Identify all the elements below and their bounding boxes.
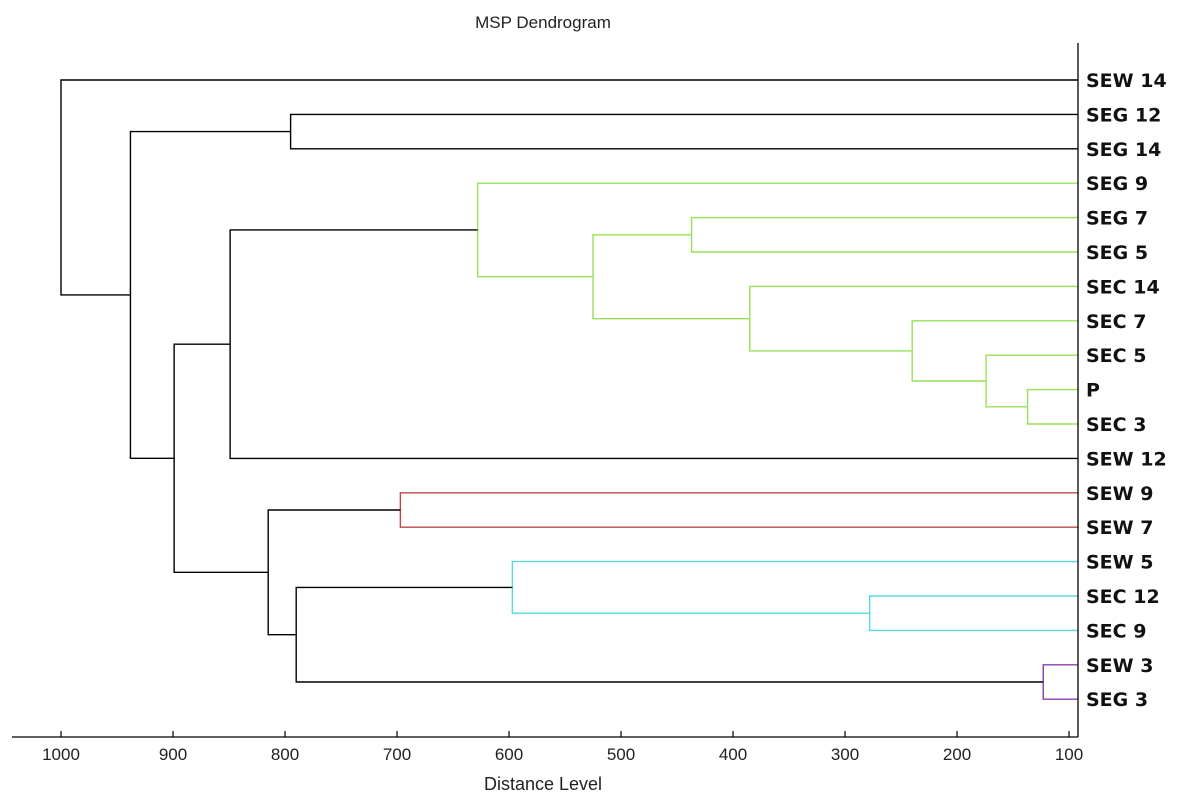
leaf-label-sew-3: SEW 3 xyxy=(1086,655,1153,677)
x-tick-label-300: 300 xyxy=(831,745,859,764)
x-tick-label-1000: 1000 xyxy=(42,745,80,764)
leaf-label-seg-9: SEG 9 xyxy=(1086,173,1148,195)
leaf-label-sew-5: SEW 5 xyxy=(1086,552,1153,574)
dendrogram-link-n5-n4 xyxy=(592,234,750,320)
x-tick-label-800: 800 xyxy=(271,745,299,764)
dendrogram-link-sew-5-n10 xyxy=(511,560,1078,614)
x-axis-ticks: 1000 900 800 700 600 500 400 300 200 100 xyxy=(42,731,1083,764)
dendrogram-link-p-sec-3 xyxy=(1026,388,1078,425)
leaf-label-sew-14: SEW 14 xyxy=(1086,70,1167,92)
leaf-label-sec-5: SEC 5 xyxy=(1086,345,1146,367)
dendrogram-links xyxy=(60,79,1078,700)
leaf-label-sec-12: SEC 12 xyxy=(1086,586,1160,608)
leaf-labels: SEW 14 SEG 12 SEG 14 SEG 9 SEG 7 SEG 5 SEC 14 S… xyxy=(1086,70,1167,711)
dendrogram-link-sec-5-n1 xyxy=(985,354,1078,408)
dendrogram-link-seg-7-seg-5 xyxy=(690,216,1078,253)
leaf-label-seg-7: SEG 7 xyxy=(1086,208,1148,230)
x-tick-label-600: 600 xyxy=(495,745,523,764)
x-axis-label: Distance Level xyxy=(484,774,602,794)
dendrogram-link-sec-14-n3 xyxy=(749,285,1078,352)
leaf-label-seg-12: SEG 12 xyxy=(1086,104,1161,126)
dendrogram-link-sec-7-n2 xyxy=(911,320,1078,382)
dendrogram-link-n11-n9 xyxy=(295,586,1044,683)
dendrogram-link-sec-12-sec-9 xyxy=(868,595,1078,632)
dendrogram-link-n16-n15 xyxy=(129,130,291,459)
leaf-label-seg-3: SEG 3 xyxy=(1086,689,1148,711)
dendrogram-link-n13-n12 xyxy=(267,509,401,636)
leaf-label-sec-9: SEC 9 xyxy=(1086,620,1146,642)
dendrogram-link-n7-sew-12 xyxy=(229,229,1078,460)
leaf-label-sec-7: SEC 7 xyxy=(1086,311,1146,333)
leaf-label-sew-7: SEW 7 xyxy=(1086,517,1153,539)
leaf-label-seg-5: SEG 5 xyxy=(1086,242,1148,264)
leaf-label-sec-14: SEC 14 xyxy=(1086,276,1160,298)
x-tick-label-700: 700 xyxy=(383,745,411,764)
x-tick-label-900: 900 xyxy=(159,745,187,764)
x-tick-label-400: 400 xyxy=(719,745,747,764)
dendrogram-link-sew-14-n17 xyxy=(60,79,1078,296)
chart-title: MSP Dendrogram xyxy=(475,13,611,32)
leaf-label-p: P xyxy=(1086,380,1100,402)
leaf-label-seg-14: SEG 14 xyxy=(1086,139,1161,161)
dendrogram-link-sew-9-sew-7 xyxy=(399,492,1078,528)
x-tick-label-100: 100 xyxy=(1055,745,1083,764)
dendrogram-link-seg-9-n6 xyxy=(476,182,1078,278)
x-tick-label-500: 500 xyxy=(607,745,635,764)
dendrogram-link-seg-12-seg-14 xyxy=(289,113,1078,150)
leaf-label-sec-3: SEC 3 xyxy=(1086,414,1146,436)
dendrogram-link-sew-3-seg-3 xyxy=(1042,664,1078,700)
leaf-label-sew-9: SEW 9 xyxy=(1086,483,1153,505)
leaf-label-sew-12: SEW 12 xyxy=(1086,448,1167,470)
x-tick-label-200: 200 xyxy=(943,745,971,764)
